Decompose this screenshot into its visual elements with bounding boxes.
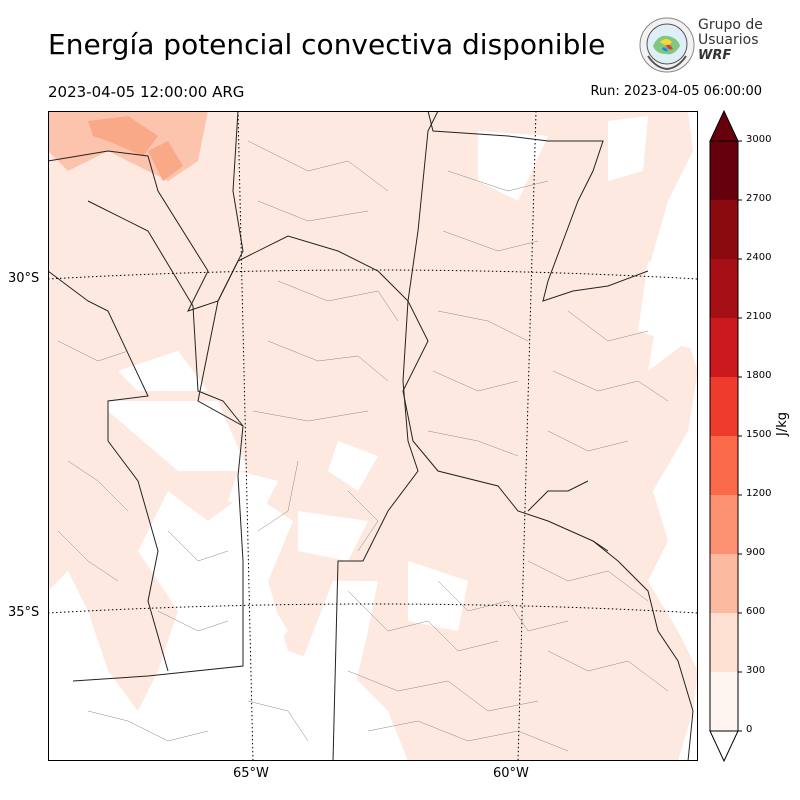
run-time: Run: 2023-04-05 06:00:00 <box>590 84 762 99</box>
colorbar-bands <box>710 141 738 731</box>
colorbar-tick-label: 0 <box>746 724 753 735</box>
colorbar-band <box>710 672 738 731</box>
colorbar-tick-marks <box>738 140 742 732</box>
lon-label-65w: 65°W <box>233 766 269 781</box>
colorbar <box>709 110 742 762</box>
cape-shading <box>48 111 698 761</box>
map-frame <box>48 111 698 761</box>
colorbar-tick-label: 3000 <box>746 134 772 145</box>
colorbar-band <box>710 141 738 200</box>
colorbar-tick-label: 1800 <box>746 370 772 381</box>
colorbar-tick-label: 600 <box>746 606 766 617</box>
colorbar-unit: J/kg <box>775 412 790 436</box>
department-lines <box>57 140 669 752</box>
cape-map <box>48 111 698 761</box>
colorbar-band <box>710 554 738 613</box>
colorbar-tick-label: 900 <box>746 547 766 558</box>
colorbar-max-arrow <box>709 110 739 142</box>
colorbar-tick-label: 2100 <box>746 311 772 322</box>
colorbar-band <box>710 200 738 259</box>
colorbar-band <box>710 436 738 495</box>
logo-line-1: Grupo de <box>698 17 763 33</box>
globe-emblem-icon <box>639 17 695 73</box>
logo-line-3: WRF <box>698 48 732 63</box>
colorbar-band <box>710 613 738 672</box>
wrf-logo: Grupo de Usuarios WRF <box>638 16 768 74</box>
graticule <box>48 111 698 761</box>
colorbar-tick-label: 2400 <box>746 252 772 263</box>
lat-label-35s: 35°S <box>8 605 40 620</box>
colorbar-band <box>710 259 738 318</box>
colorbar-band <box>710 318 738 377</box>
colorbar-tick-label: 300 <box>746 665 766 676</box>
province-borders <box>48 111 694 761</box>
lat-label-30s: 30°S <box>8 271 40 286</box>
logo-line-2: Usuarios <box>698 32 759 48</box>
colorbar-tick-label: 1500 <box>746 429 772 440</box>
colorbar-tick-label: 2700 <box>746 193 772 204</box>
logo-text: Grupo de Usuarios WRF <box>698 17 763 64</box>
valid-time: 2023-04-05 12:00:00 ARG <box>48 83 245 101</box>
colorbar-band <box>710 377 738 436</box>
map-title: Energía potencial convectiva disponible <box>48 28 606 61</box>
colorbar-band <box>710 495 738 554</box>
lon-label-60w: 60°W <box>493 766 529 781</box>
colorbar-tick-label: 1200 <box>746 488 772 499</box>
colorbar-min-arrow <box>709 730 739 762</box>
